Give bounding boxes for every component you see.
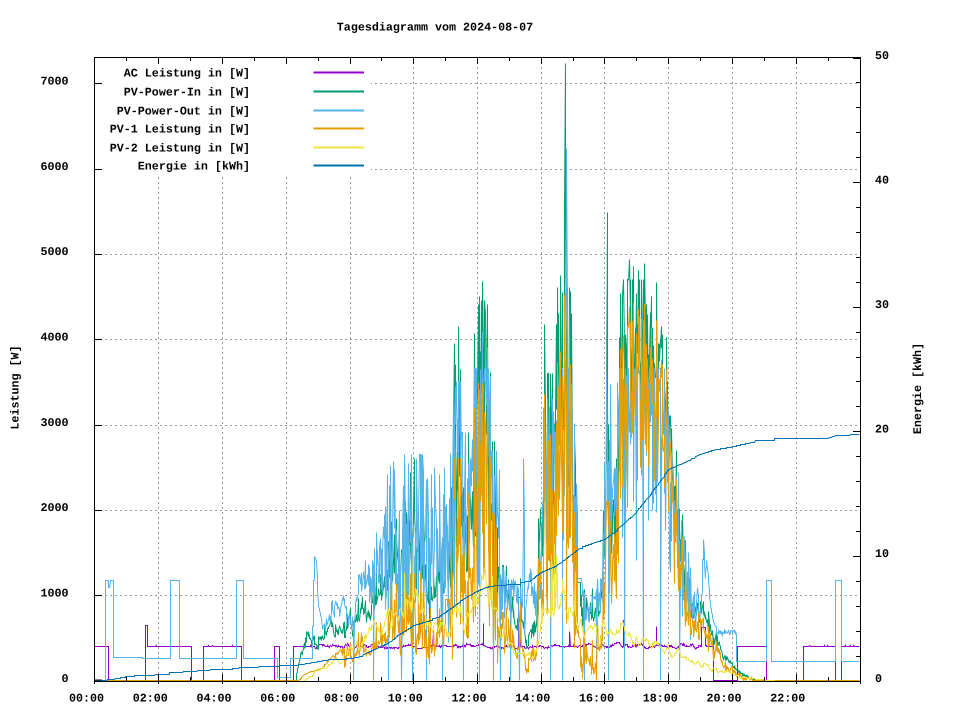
svg-text:2000: 2000: [40, 501, 68, 515]
svg-text:Energie in [kWh]: Energie in [kWh]: [138, 160, 250, 174]
svg-text:04:00: 04:00: [196, 692, 231, 706]
svg-text:5000: 5000: [40, 245, 68, 259]
svg-text:22:00: 22:00: [770, 692, 805, 706]
svg-text:40: 40: [875, 173, 889, 187]
svg-text:20:00: 20:00: [706, 692, 741, 706]
svg-text:PV-2 Leistung in [W]: PV-2 Leistung in [W]: [110, 142, 250, 156]
svg-text:18:00: 18:00: [643, 692, 678, 706]
svg-text:30: 30: [875, 298, 889, 312]
svg-text:6000: 6000: [40, 160, 68, 174]
svg-text:Energie [kWh]: Energie [kWh]: [911, 343, 925, 434]
svg-text:06:00: 06:00: [260, 692, 295, 706]
svg-text:0: 0: [875, 672, 882, 686]
svg-text:10:00: 10:00: [388, 692, 423, 706]
svg-text:00:00: 00:00: [69, 692, 104, 706]
svg-text:08:00: 08:00: [324, 692, 359, 706]
svg-text:50: 50: [875, 49, 889, 63]
svg-text:PV-Power-Out in [W]: PV-Power-Out in [W]: [117, 105, 250, 119]
svg-text:7000: 7000: [40, 74, 68, 88]
svg-text:16:00: 16:00: [579, 692, 614, 706]
svg-text:1000: 1000: [40, 586, 68, 600]
svg-text:Leistung [W]: Leistung [W]: [9, 345, 23, 429]
svg-text:AC Leistung in [W]: AC Leistung in [W]: [124, 67, 250, 81]
svg-text:14:00: 14:00: [515, 692, 550, 706]
svg-text:4000: 4000: [40, 330, 68, 344]
svg-text:12:00: 12:00: [451, 692, 486, 706]
svg-text:3000: 3000: [40, 416, 68, 430]
svg-text:PV-1 Leistung in [W]: PV-1 Leistung in [W]: [110, 123, 250, 137]
svg-text:PV-Power-In in [W]: PV-Power-In in [W]: [124, 86, 250, 100]
svg-text:Tagesdiagramm vom 2024-08-07: Tagesdiagramm vom 2024-08-07: [337, 20, 533, 34]
svg-text:10: 10: [875, 547, 889, 561]
svg-text:0: 0: [61, 672, 68, 686]
svg-text:20: 20: [875, 423, 889, 437]
svg-text:02:00: 02:00: [133, 692, 168, 706]
